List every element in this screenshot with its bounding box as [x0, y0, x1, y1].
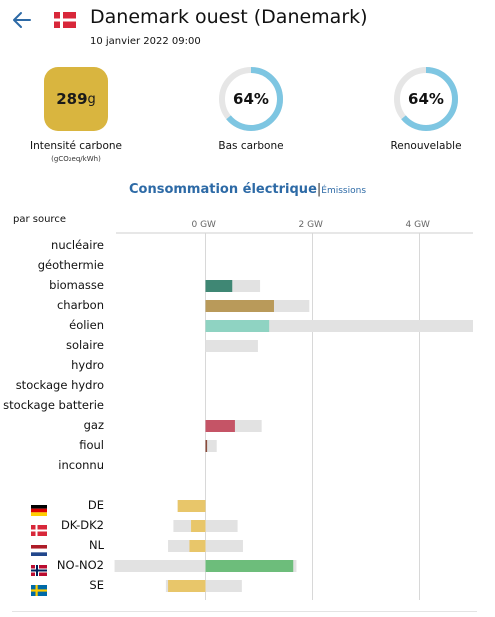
- source-label: éolien: [69, 318, 104, 332]
- carbon-intensity-unit: g: [87, 91, 96, 107]
- arrow-left-icon: [13, 12, 31, 28]
- exchange-bar: [205, 560, 294, 572]
- source-label: biomasse: [49, 278, 104, 292]
- exchange-label: DK-DK2: [60, 518, 104, 532]
- source-label: nucléaire: [51, 238, 104, 252]
- source-label: stockage batterie: [3, 398, 104, 412]
- divider: [12, 611, 477, 612]
- x-tick-label: 4 GW: [405, 220, 430, 230]
- renewable-ring: [394, 67, 458, 131]
- flag-denmark-icon: [31, 521, 47, 536]
- carbon-intensity-badge[interactable]: 289 g: [44, 67, 108, 131]
- exchange-bar: [168, 580, 206, 592]
- source-label: géothermie: [37, 258, 104, 272]
- exchange-label: DE: [87, 498, 104, 512]
- renewable-label: Renouvelable: [390, 140, 462, 152]
- tab-separator: |: [316, 182, 322, 197]
- capacity-bar: [205, 440, 217, 452]
- exchange-label: NL: [88, 538, 104, 552]
- zone-title: Danemark ouest (Danemark): [90, 6, 368, 28]
- carbon-intensity-value: 289: [56, 90, 88, 108]
- datetime-label: 10 janvier 2022 09:00: [90, 36, 201, 47]
- flag-germany-icon: [31, 501, 47, 516]
- back-button[interactable]: [10, 8, 34, 32]
- source-label: hydro: [71, 358, 104, 372]
- tab-emissions[interactable]: Émissions: [321, 186, 367, 196]
- x-tick-label: 2 GW: [298, 220, 323, 230]
- source-label: gaz: [83, 418, 104, 432]
- renewable-gauge[interactable]: 64%: [393, 66, 459, 136]
- chart-tabs: Consommation électrique|Émissions: [0, 178, 495, 197]
- capacity-bar: [205, 320, 473, 332]
- production-bar: [205, 440, 208, 452]
- flag-denmark-icon: [54, 12, 76, 28]
- production-bar: [205, 420, 235, 432]
- source-label: solaire: [65, 338, 104, 352]
- production-bar: [205, 320, 270, 332]
- low-carbon-label: Bas carbone: [218, 140, 284, 152]
- exchange-bar: [177, 500, 206, 512]
- low-carbon-value: 64%: [233, 90, 269, 108]
- consumption-chart: [114, 232, 473, 600]
- source-label: inconnu: [58, 458, 104, 472]
- flag-sweden-icon: [31, 581, 47, 596]
- production-bar: [205, 300, 274, 312]
- source-label: fioul: [79, 438, 104, 452]
- exchange-bar: [189, 540, 206, 552]
- capacity-bar: [205, 340, 258, 352]
- renewable-value: 64%: [408, 90, 444, 108]
- carbon-intensity-unit-label: (gCO₂eq/kWh): [51, 155, 101, 163]
- low-carbon-gauge[interactable]: 64%: [218, 66, 284, 136]
- production-bar: [205, 280, 233, 292]
- x-tick-label: 0 GW: [191, 220, 216, 230]
- exchange-label: SE: [89, 578, 104, 592]
- source-label: stockage hydro: [15, 378, 104, 392]
- chart-subtitle: par source: [13, 214, 66, 225]
- low-carbon-ring: [219, 67, 283, 131]
- exchange-bar: [191, 520, 206, 532]
- flag-netherlands-icon: [31, 541, 47, 556]
- exchange-label: NO-NO2: [56, 558, 104, 572]
- source-label: charbon: [56, 298, 104, 312]
- flag-norway-icon: [31, 561, 47, 576]
- tab-consumption[interactable]: Consommation électrique: [128, 182, 317, 197]
- carbon-intensity-label: Intensité carbone: [29, 140, 122, 152]
